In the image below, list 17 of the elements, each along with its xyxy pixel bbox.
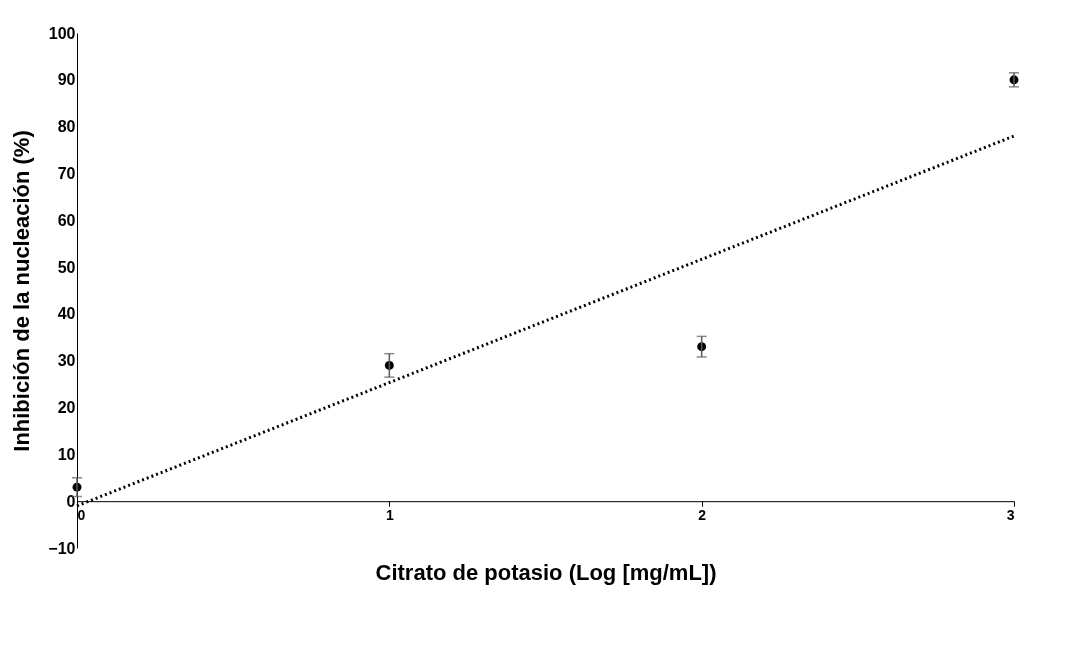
y-tick-label: 0 bbox=[66, 492, 76, 510]
x-axis-title: Citrato de potasio (Log [mg/mL]) bbox=[375, 559, 717, 585]
y-tick-label: 50 bbox=[57, 258, 76, 276]
x-tick-label: 2 bbox=[698, 506, 707, 523]
y-tick-label: 10 bbox=[57, 445, 76, 463]
y-tick-label: 90 bbox=[57, 71, 76, 89]
y-tick-label: 60 bbox=[57, 211, 76, 229]
y-tick-label: 40 bbox=[57, 305, 76, 323]
x-tick-label: 1 bbox=[385, 506, 394, 523]
y-tick-label: 80 bbox=[57, 118, 76, 136]
y-tick-label: 30 bbox=[57, 352, 76, 370]
x-tick-label: 3 bbox=[1006, 506, 1015, 523]
y-tick-label: 100 bbox=[48, 24, 76, 42]
y-tick-label: 20 bbox=[57, 399, 76, 417]
y-tick-label: −10 bbox=[48, 539, 76, 557]
y-tick-label: 70 bbox=[57, 164, 76, 182]
y-axis-title: Inhibición de la nucleación (%) bbox=[9, 130, 35, 452]
